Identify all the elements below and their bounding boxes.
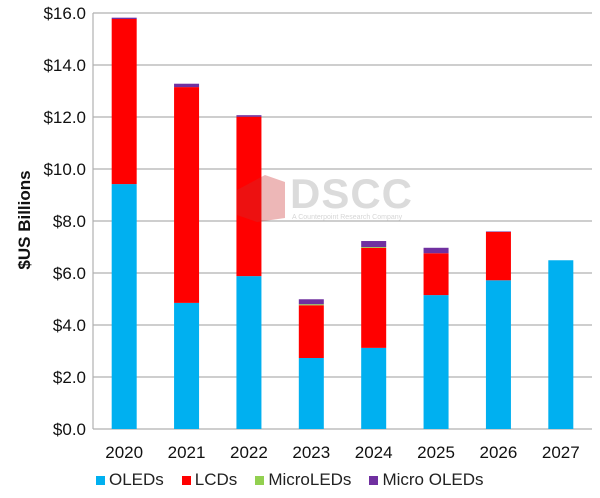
legend-label: LCDs [194,470,238,489]
bar-segment-lcds-2023 [298,305,324,359]
legend-item: MicroLEDs [255,470,351,490]
bar-segment-micro-oleds-2025 [423,247,449,254]
bar-segment-lcds-2026 [485,231,511,281]
legend-label: OLEDs [109,470,164,489]
bar-segment-microleds-2023 [298,304,324,306]
bar-segment-oleds-2027 [548,260,574,429]
legend-swatch [369,475,379,485]
bar-segment-micro-oleds-2022 [236,115,262,117]
bar-segment-lcds-2025 [423,253,449,296]
legend-item: OLEDs [96,470,164,490]
bar-segment-oleds-2020 [111,184,137,429]
y-axis-label: $US Billions [15,170,34,270]
bar-segment-microleds-2024 [361,247,387,248]
y-tick-label: $14.0 [43,56,86,75]
bar-segment-lcds-2020 [111,18,137,185]
bar-segment-oleds-2025 [423,295,449,429]
bar-segment-micro-oleds-2023 [298,299,324,305]
bar-segment-oleds-2024 [361,347,387,429]
legend-swatch [181,475,191,485]
bar-segment-micro-oleds-2021 [174,83,200,88]
legend-label: MicroLEDs [268,470,352,489]
y-tick-label: $4.0 [53,316,86,335]
legend-item: Micro OLEDs [369,470,484,490]
bar-segment-micro-oleds-2024 [361,241,387,247]
y-tick-label: $2.0 [53,368,86,387]
x-tick-label: 2025 [417,443,455,462]
bar-segment-oleds-2022 [236,276,262,429]
x-tick-label: 2022 [230,443,268,462]
x-tick-label: 2024 [355,443,393,462]
y-tick-label: $8.0 [53,212,86,231]
x-tick-label: 2020 [105,443,143,462]
x-tick-label: 2026 [480,443,518,462]
legend-label: Micro OLEDs [382,470,484,489]
bar-segment-lcds-2024 [361,247,387,348]
bar-segment-micro-oleds-2026 [485,231,511,232]
y-tick-label: $10.0 [43,160,86,179]
y-tick-label: $0.0 [53,420,86,439]
bar-segment-oleds-2026 [485,280,511,429]
x-tick-label: 2021 [168,443,206,462]
x-tick-label: 2027 [542,443,580,462]
bar-segment-micro-oleds-2020 [111,17,137,19]
legend-item: LCDs [181,470,238,490]
y-tick-label: $16.0 [43,4,86,23]
x-tick-label: 2023 [292,443,330,462]
y-tick-label: $6.0 [53,264,86,283]
bar-segment-lcds-2022 [236,116,262,277]
bar-segment-oleds-2023 [298,358,324,429]
y-tick-label: $12.0 [43,108,86,127]
legend-swatch [96,475,105,485]
legend-swatch [255,475,265,485]
bar-segment-lcds-2021 [174,87,200,303]
legend: OLEDs LCDs MicroLEDs Micro OLEDs [96,470,484,490]
bar-segment-oleds-2021 [174,302,200,429]
